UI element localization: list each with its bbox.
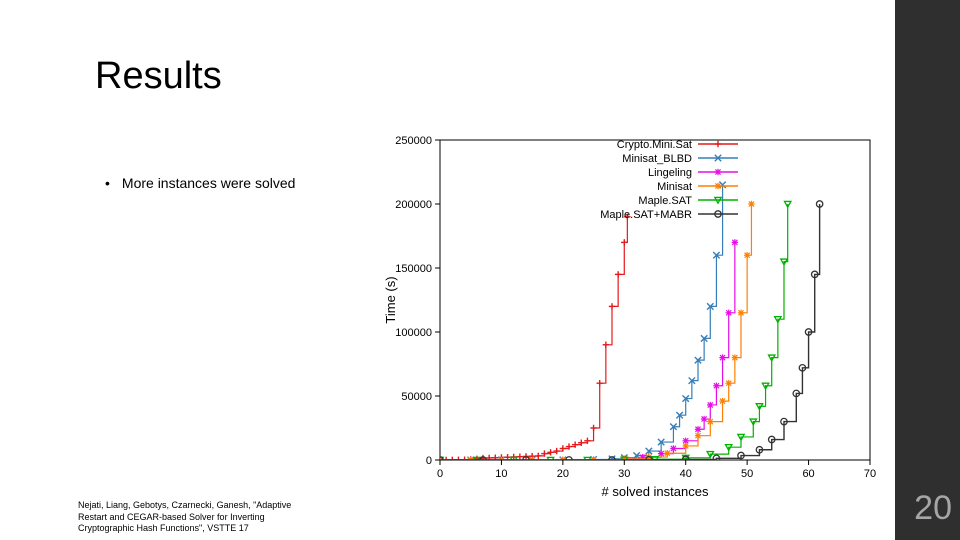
chart-svg: 0 10 20 30 40 50 60 70 0 50000 100000 150000 200000 2…: [380, 130, 885, 500]
svg-text:20: 20: [557, 468, 569, 480]
svg-text:200000: 200000: [395, 199, 432, 211]
svg-text:0: 0: [437, 468, 443, 480]
svg-text:# solved instances: # solved instances: [602, 484, 709, 499]
slide-title: Results: [95, 55, 222, 98]
svg-text:Lingeling: Lingeling: [648, 167, 692, 179]
citation-text: Nejati, Liang, Gebotys, Czarnecki, Ganes…: [78, 500, 308, 534]
page-number: 20: [914, 489, 952, 528]
svg-text:Minisat_BLBD: Minisat_BLBD: [622, 153, 692, 165]
svg-text:70: 70: [864, 468, 876, 480]
svg-text:30: 30: [618, 468, 630, 480]
svg-text:250000: 250000: [395, 135, 432, 147]
svg-text:50: 50: [741, 468, 753, 480]
svg-text:10: 10: [495, 468, 507, 480]
svg-text:60: 60: [802, 468, 814, 480]
results-chart: 0 10 20 30 40 50 60 70 0 50000 100000 150000 200000 2…: [380, 130, 885, 500]
sidebar-accent: 20: [895, 0, 960, 540]
svg-text:50000: 50000: [401, 391, 432, 403]
svg-text:Minisat: Minisat: [657, 181, 692, 193]
svg-text:Crypto.Mini.Sat: Crypto.Mini.Sat: [617, 139, 692, 151]
svg-text:150000: 150000: [395, 263, 432, 275]
svg-text:100000: 100000: [395, 327, 432, 339]
bullet-text: More instances were solved: [105, 175, 295, 191]
svg-text:Time (s): Time (s): [383, 276, 398, 323]
svg-text:40: 40: [680, 468, 692, 480]
svg-text:Maple.SAT: Maple.SAT: [638, 195, 692, 207]
slide: 20 Results More instances were solved Ne…: [0, 0, 960, 540]
svg-text:Maple.SAT+MABR: Maple.SAT+MABR: [600, 209, 692, 221]
svg-text:0: 0: [426, 455, 432, 467]
